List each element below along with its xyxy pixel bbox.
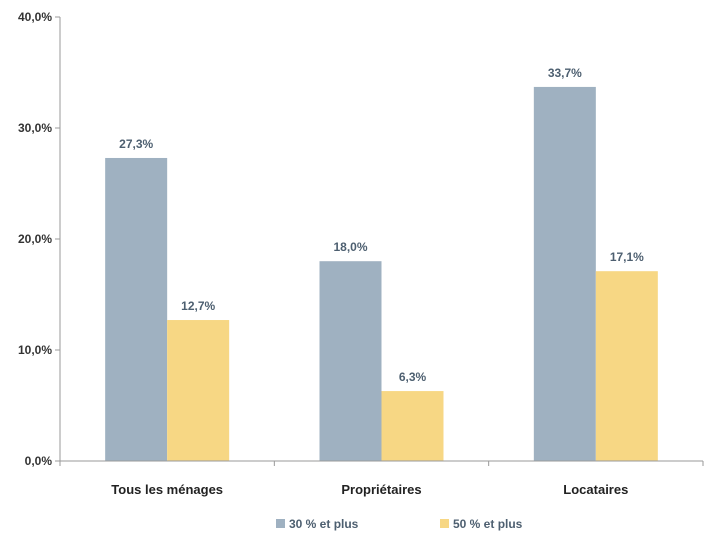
bar: [533, 86, 596, 462]
bar-value-label: 6,3%: [399, 370, 427, 384]
bar-value-label: 12,7%: [181, 299, 215, 313]
legend: 30 % et plus 50 % et plus: [276, 517, 523, 531]
legend-label: 30 % et plus: [289, 517, 359, 531]
x-category-label: Propriétaires: [341, 482, 421, 497]
x-category-label: Locataires: [563, 482, 628, 497]
data-labels-group: 27,3% 12,7% 18,0% 6,3% 33,7% 17,1%: [119, 66, 644, 384]
legend-label: 50 % et plus: [453, 517, 523, 531]
x-category-label: Tous les ménages: [111, 482, 223, 497]
bar-value-label: 18,0%: [333, 240, 367, 254]
bar: [319, 261, 382, 461]
bar-value-label: 27,3%: [119, 137, 153, 151]
bar-value-label: 33,7%: [548, 66, 582, 80]
y-tick-label: 30,0%: [18, 121, 52, 135]
legend-swatch: [440, 519, 449, 528]
bar: [105, 157, 168, 461]
bar: [595, 271, 658, 461]
y-tick-label: 0,0%: [25, 454, 53, 468]
bars-group: [105, 86, 658, 462]
y-tick-label: 10,0%: [18, 343, 52, 357]
y-tick-label: 20,0%: [18, 232, 52, 246]
bar: [167, 320, 230, 461]
bar: [381, 391, 444, 461]
axes-group: 0,0% 10,0% 20,0% 30,0% 40,0% Tous les ménages…: [18, 10, 704, 497]
legend-swatch: [276, 519, 285, 528]
y-tick-label: 40,0%: [18, 10, 52, 24]
bar-value-label: 17,1%: [610, 250, 644, 264]
